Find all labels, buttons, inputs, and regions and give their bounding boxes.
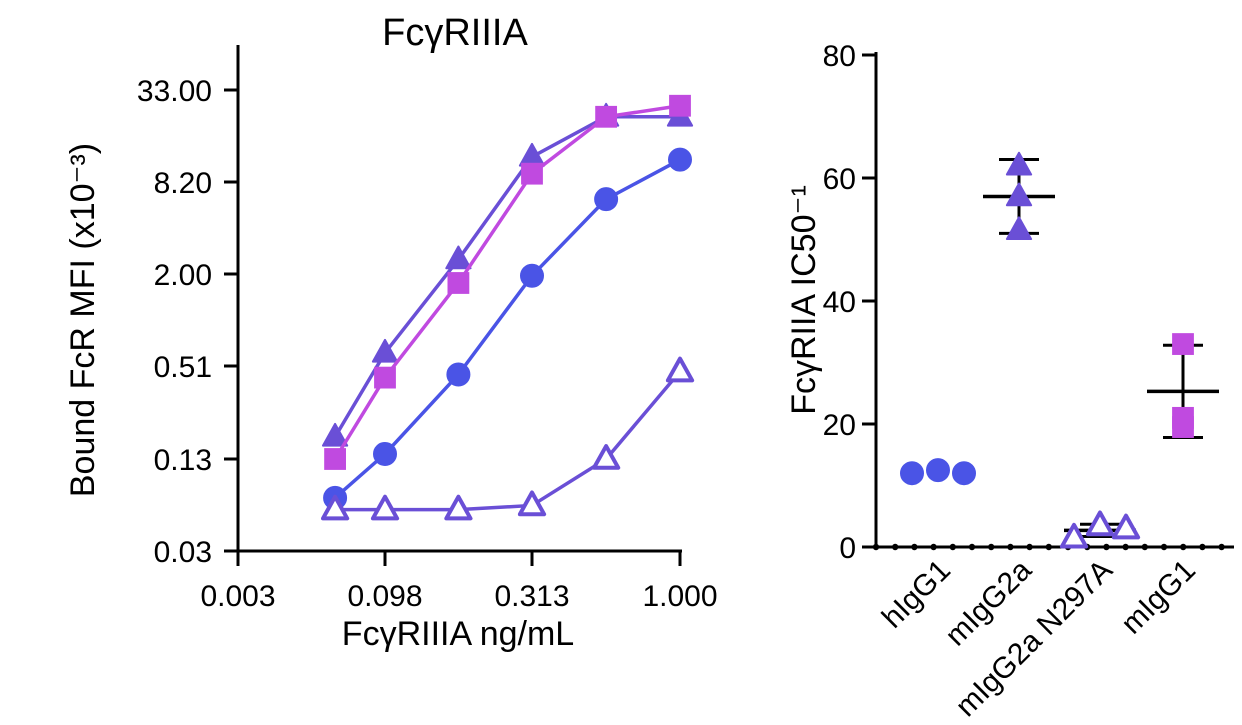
chart2-data-point (1111, 513, 1141, 540)
chart2-data-point (1085, 510, 1115, 537)
chart2-x-axis-dot (892, 543, 899, 551)
chart1-series-line (333, 115, 680, 438)
chart2-data-point (1005, 216, 1033, 241)
chart1-x-tick-label: 0.313 (494, 580, 569, 613)
chart1-y-tick-label: 8.20 (154, 167, 212, 200)
chart1-data-point (373, 441, 397, 466)
chart2-data-point (900, 461, 924, 486)
chart1-data-point (594, 187, 619, 212)
chart2-x-axis-dot (872, 543, 880, 551)
chart1-y-tick-label: 33.00 (137, 75, 212, 108)
chart1-data-point (444, 494, 473, 521)
chart1-data-point (665, 356, 695, 383)
chart2-x-axis-dot (1103, 543, 1110, 551)
chart2-x-axis-dot (1026, 543, 1033, 551)
chart1-data-point (446, 362, 471, 387)
chart1-y-tick-label: 0.13 (154, 444, 212, 477)
chart1-data-point (447, 272, 470, 294)
chart2-x-axis-dot (1199, 543, 1206, 551)
chart1-data-point (371, 338, 399, 363)
chart2-data-point (1172, 333, 1194, 355)
chart2-data-point (1059, 522, 1089, 549)
chart1-y-tick-label: 0.51 (154, 351, 212, 384)
chart1-y-tick-label: 2.00 (154, 259, 212, 292)
chart2-x-axis-dot (968, 543, 976, 551)
chart2-x-axis-dot (1160, 543, 1168, 551)
chart2-x-axis-dot (949, 543, 956, 551)
chart2-y-tick-label: 0 (839, 532, 856, 565)
chart2-y-axis-title: FcγRIIA IC50⁻¹ (785, 185, 823, 415)
chart1-data-point (320, 494, 350, 521)
chart2-y-tick-label: 60 (823, 163, 856, 196)
chart2-y-tick-label: 40 (823, 286, 856, 319)
chart1-series-line (335, 370, 682, 512)
chart2-data-point (1005, 151, 1033, 176)
chart2-x-axis-dot (1045, 543, 1053, 551)
chart2-y-tick-label: 80 (823, 40, 856, 73)
chart1-data-point (321, 422, 349, 447)
chart-fcgriiia-binding: FcγRIIIA 0.03 0.13 0.51 2.00 8.20 33.00 0.003… (64, 12, 718, 653)
chart1-x-ticks: 0.003 0.098 0.313 1.000 (200, 551, 718, 613)
chart2-x-axis-dot (1218, 543, 1225, 551)
chart1-data-point (668, 147, 692, 172)
chart1-data-point (521, 162, 543, 185)
chart1-series (320, 94, 695, 521)
chart1-x-tick-label: 1.000 (642, 580, 717, 613)
chart1-data-point (669, 94, 691, 117)
chart2-x-axis-dot (1180, 543, 1187, 551)
chart1-data-point (370, 494, 400, 521)
chart1-data-point (595, 105, 618, 128)
chart1-data-point (520, 263, 544, 288)
chart1-data-point (518, 142, 546, 167)
chart1-data-point (517, 490, 547, 517)
chart2-x-axis (872, 543, 1234, 551)
chart1-x-axis-title: FcγRIIIA ng/mL (342, 615, 574, 653)
chart2-x-axis-dot (1122, 543, 1129, 551)
chart2-x-axis-dot (1007, 543, 1014, 551)
chart2-groups (900, 151, 1219, 549)
chart2-x-axis-dot (911, 543, 918, 551)
chart1-y-ticks: 0.03 0.13 0.51 2.00 8.20 33.00 (137, 75, 238, 569)
chart1-y-axis-title: Bound FcR MFI (x10⁻³) (64, 143, 102, 497)
chart1-title: FcγRIIIA (382, 12, 528, 54)
chart2-y-tick-label: 20 (823, 409, 856, 442)
chart2-category-label: mIgG1 (1115, 554, 1202, 641)
chart1-series-line (333, 104, 681, 460)
chart1-data-point (374, 366, 396, 389)
chart2-data-point (926, 458, 950, 483)
chart2-data-point (952, 461, 976, 486)
chart2-data-point (1005, 182, 1033, 207)
chart1-x-tick-label: 0.098 (347, 580, 422, 613)
chart1-data-point (324, 448, 346, 470)
chart1-x-tick-label: 0.003 (200, 580, 275, 613)
chart1-data-point (445, 245, 472, 270)
chart2-x-axis-dot (988, 543, 995, 551)
chart1-data-point (592, 444, 621, 470)
chart2-x-axis-dot (930, 543, 937, 551)
chart2-x-axis-dot (1141, 543, 1149, 551)
chart1-y-tick-label: 0.03 (154, 536, 212, 569)
chart2-y-ticks: 0 20 40 60 80 (823, 40, 876, 565)
chart2-data-point (1172, 416, 1194, 438)
